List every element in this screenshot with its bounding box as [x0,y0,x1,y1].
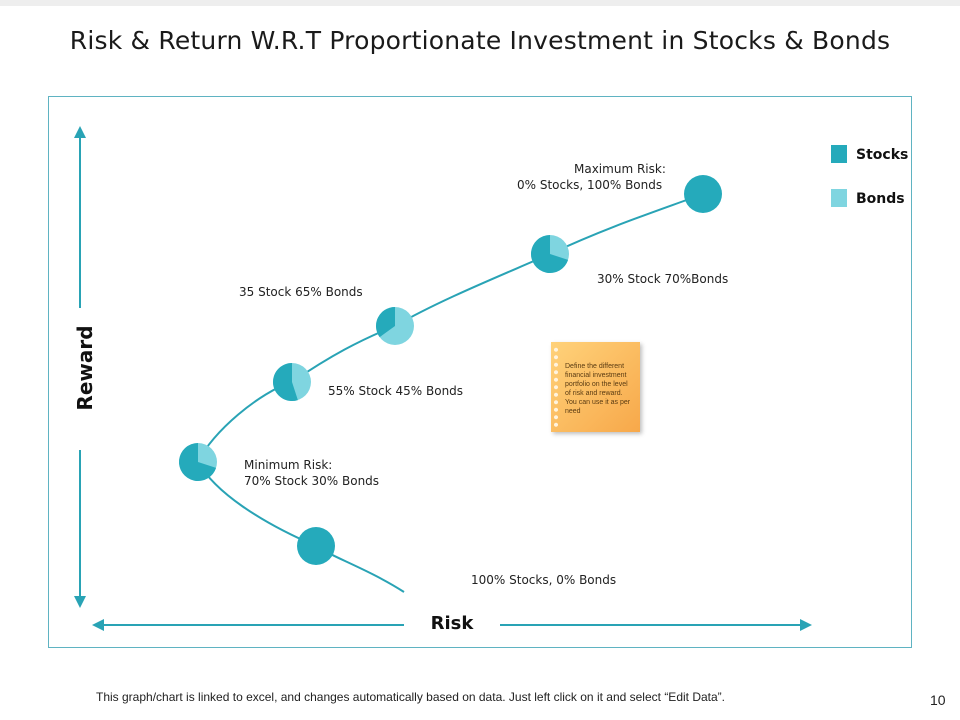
chart-frame [48,96,912,648]
data-point-marker[interactable] [531,235,569,273]
legend-swatch [831,145,847,163]
data-point-marker[interactable] [375,307,414,345]
stocks-slice [684,175,722,213]
stocks-slice [178,443,217,482]
y-axis-label: Reward [73,325,97,410]
page-number: 10 [930,692,946,708]
data-point-marker[interactable] [684,175,722,213]
stocks-slice [531,235,569,273]
sticky-note-text: Define the different financial investmen… [565,363,631,415]
x-axis-label: Risk [431,613,475,634]
data-point-label: 55% Stock 45% Bonds [328,384,463,398]
stocks-slice [273,363,298,401]
data-point-label: 100% Stocks, 0% Bonds [471,573,616,587]
stocks-slice [375,307,395,338]
note-binding [553,346,559,428]
data-point-label: Maximum Risk: 0% Stocks, 100% Bonds [517,162,666,192]
page-title: Risk & Return W.R.T Proportionate Invest… [69,26,891,55]
data-point-marker[interactable] [297,527,335,565]
legend-swatch [831,189,847,207]
footer-text: This graph/chart is linked to excel, and… [96,690,725,704]
top-strip [0,0,960,6]
legend-entry: Bonds [856,191,905,207]
data-point-marker[interactable] [273,363,311,401]
sticky-note: Define the different financial investmen… [551,342,640,432]
legend-entry: Stocks [856,147,908,163]
stocks-slice [297,527,335,565]
data-point-label: Minimum Risk: 70% Stock 30% Bonds [244,458,379,488]
data-point-label: 30% Stock 70%Bonds [597,272,728,286]
data-point-label: 35 Stock 65% Bonds [239,285,363,299]
data-point-marker[interactable] [178,443,217,482]
